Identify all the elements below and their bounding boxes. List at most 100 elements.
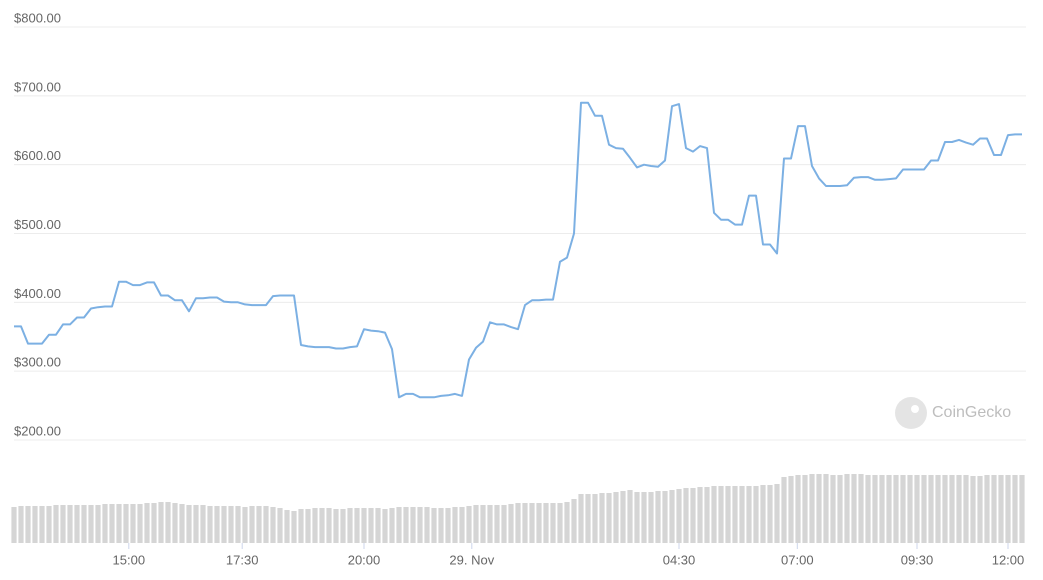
volume-bar bbox=[445, 508, 451, 543]
volume-bar bbox=[550, 503, 556, 543]
volume-bar bbox=[557, 503, 563, 543]
volume-bar bbox=[970, 476, 976, 543]
volume-bar bbox=[592, 494, 598, 543]
volume-bar bbox=[669, 490, 675, 543]
volume-bar bbox=[375, 508, 381, 543]
volume-bar bbox=[522, 503, 528, 543]
volume-bar bbox=[732, 486, 738, 543]
volume-bar bbox=[256, 506, 262, 543]
x-tick-label: 12:00 bbox=[992, 552, 1025, 567]
volume-bar bbox=[277, 508, 283, 543]
volume-bar bbox=[893, 475, 899, 543]
volume-bar bbox=[228, 506, 234, 543]
volume-bar bbox=[11, 507, 17, 543]
volume-bar bbox=[60, 505, 66, 543]
volume-bar bbox=[851, 474, 857, 543]
volume-bar bbox=[795, 475, 801, 543]
x-tick-label: 29. Nov bbox=[449, 552, 494, 567]
volume-bar bbox=[291, 511, 297, 543]
volume-bar bbox=[284, 510, 290, 543]
volume-bar bbox=[207, 506, 213, 543]
y-tick-label: $300.00 bbox=[14, 355, 61, 370]
volume-bar bbox=[900, 475, 906, 543]
volume-bar bbox=[928, 475, 934, 543]
volume-bar bbox=[424, 507, 430, 543]
volume-bar bbox=[53, 505, 59, 543]
volume-bar bbox=[1005, 475, 1011, 543]
volume-bar bbox=[459, 507, 465, 543]
volume-bar bbox=[431, 508, 437, 543]
x-tick-label: 04:30 bbox=[663, 552, 696, 567]
volume-bar bbox=[25, 506, 31, 543]
volume-bar bbox=[865, 475, 871, 543]
volume-bar bbox=[1019, 475, 1025, 543]
watermark-logo-eye bbox=[911, 405, 919, 413]
y-tick-label: $600.00 bbox=[14, 148, 61, 163]
volume-bar bbox=[711, 486, 717, 543]
volume-bar bbox=[956, 475, 962, 543]
volume-bar bbox=[949, 475, 955, 543]
volume-bar bbox=[599, 493, 605, 543]
volume-bar bbox=[676, 489, 682, 543]
volume-bar bbox=[389, 508, 395, 543]
volume-bar bbox=[200, 505, 206, 543]
volume-bar bbox=[564, 502, 570, 543]
volume-bar bbox=[872, 475, 878, 543]
volume-bar bbox=[368, 508, 374, 543]
volume-bar bbox=[739, 486, 745, 543]
volume-bar bbox=[221, 506, 227, 543]
volume-bar bbox=[263, 506, 269, 543]
volume-bar bbox=[774, 484, 780, 543]
watermark-logo bbox=[895, 397, 927, 429]
volume-bar bbox=[326, 508, 332, 543]
volume-bar bbox=[536, 503, 542, 543]
volume-bar bbox=[802, 475, 808, 543]
volume-bar bbox=[102, 504, 108, 543]
volume-bar bbox=[543, 503, 549, 543]
volume-bar bbox=[690, 488, 696, 543]
y-tick-label: $200.00 bbox=[14, 423, 61, 438]
volume-bar bbox=[837, 475, 843, 543]
price-line bbox=[14, 101, 1022, 399]
volume-bar bbox=[270, 507, 276, 543]
volume-bar bbox=[921, 475, 927, 543]
volume-bar bbox=[473, 505, 479, 543]
volume-bar bbox=[998, 475, 1004, 543]
volume-bar bbox=[501, 505, 507, 543]
volume-bar bbox=[984, 475, 990, 543]
volume-bar bbox=[760, 485, 766, 543]
volume-bar bbox=[214, 506, 220, 543]
volume-bar bbox=[480, 505, 486, 543]
volume-bar bbox=[494, 505, 500, 543]
volume-bar bbox=[144, 503, 150, 543]
volume-bar bbox=[746, 486, 752, 543]
volume-bar bbox=[347, 508, 353, 543]
volume-bar bbox=[942, 475, 948, 543]
volume-bar bbox=[361, 508, 367, 543]
watermark: CoinGecko bbox=[895, 397, 1011, 429]
volume-bar bbox=[914, 475, 920, 543]
volume-bar bbox=[396, 507, 402, 543]
volume-bar bbox=[585, 494, 591, 543]
volume-bar bbox=[683, 488, 689, 543]
volume-bar bbox=[319, 508, 325, 543]
volume-bar bbox=[32, 506, 38, 543]
volume-bar bbox=[725, 486, 731, 543]
y-tick-label: $500.00 bbox=[14, 217, 61, 232]
volume-bar bbox=[298, 509, 304, 543]
volume-bar bbox=[886, 475, 892, 543]
volume-bar bbox=[781, 477, 787, 543]
volume-bar bbox=[333, 509, 339, 543]
volume-bar bbox=[529, 503, 535, 543]
volume-bar bbox=[809, 474, 815, 543]
volume-bar bbox=[235, 506, 241, 543]
volume-bar bbox=[382, 509, 388, 543]
volume-bar bbox=[767, 485, 773, 543]
volume-bar bbox=[606, 493, 612, 543]
volume-bar bbox=[186, 505, 192, 543]
volume-bar bbox=[137, 504, 143, 543]
volume-bar bbox=[305, 509, 311, 543]
volume-bar bbox=[74, 505, 80, 543]
volume-bar bbox=[81, 505, 87, 543]
volume-bar bbox=[704, 487, 710, 543]
